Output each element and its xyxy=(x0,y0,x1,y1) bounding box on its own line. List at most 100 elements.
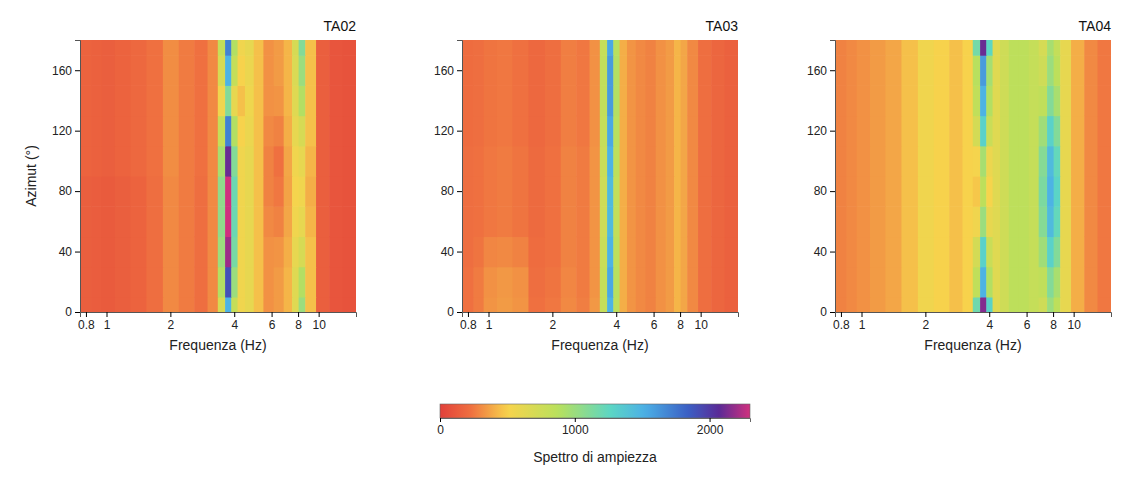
cell xyxy=(1000,55,1009,86)
cell xyxy=(620,206,628,237)
y-tick: 120 xyxy=(807,124,835,138)
cell xyxy=(636,116,646,147)
x-tick: 10 xyxy=(1067,312,1081,332)
cell xyxy=(1071,206,1085,237)
cell xyxy=(284,146,293,177)
cell xyxy=(245,85,254,116)
cell xyxy=(613,55,620,86)
cell xyxy=(1098,267,1111,298)
cell xyxy=(656,267,667,298)
cell xyxy=(1018,176,1029,207)
cell xyxy=(231,176,238,207)
cell xyxy=(179,176,195,207)
cell xyxy=(963,146,974,177)
cell xyxy=(636,176,646,207)
x-tick-mark xyxy=(654,312,655,317)
cell xyxy=(1060,85,1071,116)
cell xyxy=(1039,146,1048,177)
cell xyxy=(292,176,299,207)
cell xyxy=(600,176,608,207)
x-tick: 4 xyxy=(986,312,993,332)
cell xyxy=(561,146,577,177)
cell xyxy=(949,206,963,237)
cell xyxy=(963,236,974,267)
x-axis-title: Frequenza (Hz) xyxy=(169,337,266,353)
cell xyxy=(473,267,484,298)
cell xyxy=(343,55,356,86)
cell xyxy=(497,267,513,298)
cell xyxy=(102,85,116,116)
cell xyxy=(1018,40,1029,56)
cell xyxy=(1009,40,1019,56)
cell xyxy=(91,55,102,86)
cell xyxy=(698,297,712,312)
cell xyxy=(645,176,656,207)
cell xyxy=(645,206,656,237)
cell xyxy=(600,267,608,298)
cell xyxy=(316,297,330,312)
cell xyxy=(316,176,330,207)
cell xyxy=(179,236,195,267)
cells xyxy=(80,40,356,312)
cell xyxy=(1054,267,1061,298)
cell xyxy=(146,297,163,312)
cell xyxy=(698,176,712,207)
cell xyxy=(1009,206,1019,237)
cell xyxy=(674,206,681,237)
cell xyxy=(835,55,847,86)
cell xyxy=(238,236,246,267)
cell xyxy=(857,267,871,298)
x-tick: 4 xyxy=(231,312,238,332)
cell xyxy=(91,85,102,116)
cell xyxy=(218,146,226,177)
cell xyxy=(627,85,636,116)
y-axis: 04080120160 xyxy=(434,41,463,320)
y-tick-label: 160 xyxy=(807,64,827,78)
cell xyxy=(1000,85,1009,116)
cell xyxy=(993,176,1001,207)
colorbar-title: Spettro di ampiezza xyxy=(533,449,657,465)
cell xyxy=(681,206,688,237)
cell xyxy=(980,146,987,177)
cell xyxy=(462,176,474,207)
cell xyxy=(179,206,195,237)
cell xyxy=(687,146,698,177)
cell xyxy=(274,40,285,56)
cell xyxy=(835,206,847,237)
cell xyxy=(687,267,698,298)
cell xyxy=(91,297,102,312)
cell xyxy=(1029,267,1040,298)
cell xyxy=(263,146,274,177)
cell xyxy=(681,297,688,312)
panel-title: TA04 xyxy=(1079,18,1112,34)
cell xyxy=(656,236,667,267)
colorbar-tick: 1000 xyxy=(562,418,589,437)
cell xyxy=(711,206,725,237)
cell xyxy=(846,297,857,312)
cell xyxy=(674,40,681,56)
cell xyxy=(231,116,238,147)
cell xyxy=(80,40,92,56)
cell xyxy=(245,267,254,298)
cell xyxy=(528,267,545,298)
cell xyxy=(835,85,847,116)
cell xyxy=(115,146,131,177)
cell xyxy=(613,40,620,56)
cell xyxy=(1071,116,1085,147)
cell xyxy=(115,116,131,147)
cell xyxy=(305,236,316,267)
cell xyxy=(1047,55,1054,86)
cell xyxy=(254,55,264,86)
cell xyxy=(1029,236,1040,267)
cell xyxy=(163,236,179,267)
cell xyxy=(986,85,993,116)
x-tick-label: 4 xyxy=(986,318,993,332)
cell xyxy=(497,55,513,86)
cell xyxy=(620,55,628,86)
cell xyxy=(613,267,620,298)
cell xyxy=(305,85,316,116)
cell xyxy=(284,176,293,207)
y-tick-mark xyxy=(75,131,80,132)
cell xyxy=(329,297,343,312)
cell xyxy=(980,40,987,56)
